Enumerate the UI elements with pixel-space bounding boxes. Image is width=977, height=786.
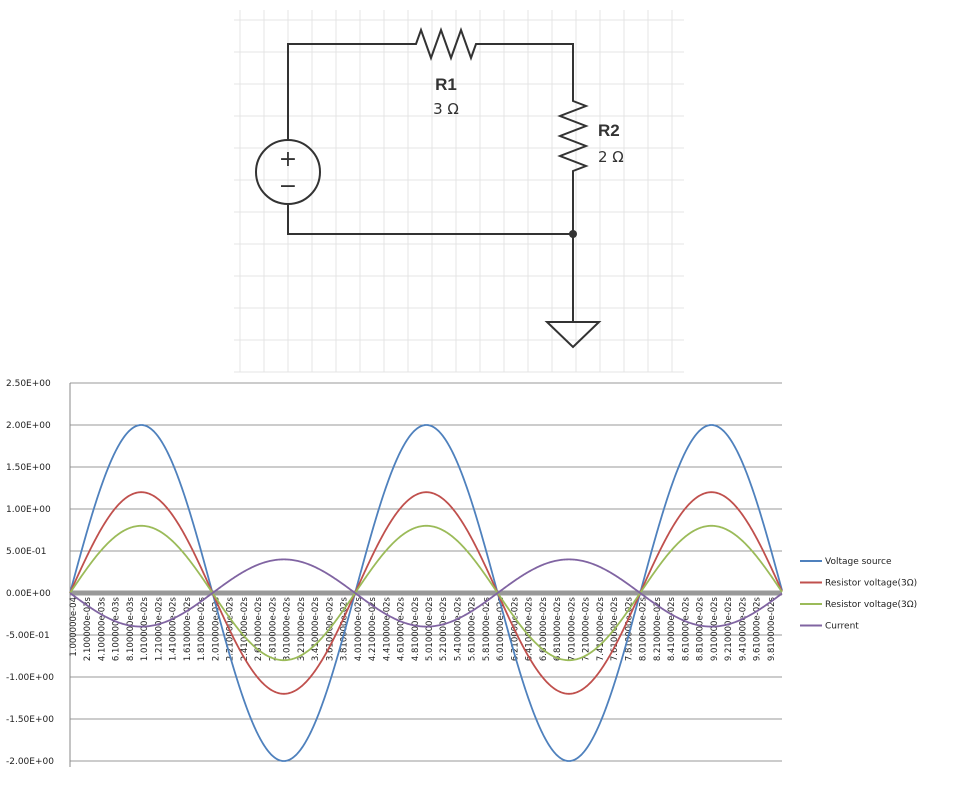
x-axis-tick-labels: 1.000000e-04 2.100000e-03s 4.100000e-03s 6.… bbox=[69, 596, 777, 661]
x-tick-label: 2.210000e-02s bbox=[226, 596, 236, 661]
y-tick-label: -5.00E-01 bbox=[6, 631, 50, 641]
x-tick-label: 6.410000e-02s bbox=[525, 596, 535, 661]
circuit-background-grid bbox=[234, 10, 684, 373]
x-tick-label: 1.210000e-02s bbox=[154, 596, 164, 661]
r2-label: R2 bbox=[598, 121, 620, 140]
x-tick-label: 6.610000e-02s bbox=[539, 596, 549, 661]
wire-bottom bbox=[287, 177, 574, 235]
y-gridlines bbox=[70, 382, 782, 762]
r1-label: R1 bbox=[435, 75, 457, 94]
x-tick-label: 5.610000e-02s bbox=[468, 596, 478, 661]
x-tick-label: 8.100000e-03s bbox=[126, 596, 136, 661]
r2-value: 2 Ω bbox=[598, 148, 624, 166]
y-tick-label: 1.00E+00 bbox=[6, 505, 51, 515]
y-tick-label: 2.50E+00 bbox=[6, 379, 51, 389]
x-tick-label: 9.810000e-02s bbox=[767, 596, 777, 661]
x-tick-label: 6.100000e-03s bbox=[112, 596, 122, 661]
x-tick-label: 4.010000e-02s bbox=[354, 596, 364, 661]
circuit-wires bbox=[255, 27, 602, 349]
x-tick-label: 3.210000e-02s bbox=[297, 596, 307, 661]
x-tick-label: 9.410000e-02s bbox=[738, 596, 748, 661]
x-tick-label: 4.610000e-02s bbox=[397, 596, 407, 661]
x-tick-label: 5.010000e-02s bbox=[425, 596, 435, 661]
x-tick-label: 7.210000e-02s bbox=[582, 596, 592, 661]
x-tick-label: 9.610000e-02s bbox=[753, 596, 763, 661]
x-tick-label: 1.810000e-02s bbox=[197, 596, 207, 661]
x-tick-label: 1.010000e-02s bbox=[140, 596, 150, 661]
x-tick-label: 4.100000e-03s bbox=[98, 596, 108, 661]
x-tick-label: 9.210000e-02s bbox=[724, 596, 734, 661]
x-tick-label: 4.410000e-02s bbox=[382, 596, 392, 661]
y-tick-label: 1.50E+00 bbox=[6, 463, 51, 473]
ground-icon bbox=[544, 321, 602, 349]
x-tick-label: 9.010000e-02s bbox=[710, 596, 720, 661]
r1-resistor bbox=[410, 27, 484, 61]
x-tick-label: 2.810000e-02s bbox=[268, 596, 278, 661]
x-tick-label: 5.810000e-02s bbox=[482, 596, 492, 661]
source-plus-sign: + bbox=[279, 147, 297, 172]
voltage-source-icon bbox=[255, 139, 321, 205]
x-tick-label: 1.000000e-04 bbox=[69, 597, 79, 657]
y-tick-label: 5.00E-01 bbox=[6, 547, 46, 557]
chart-legend: Voltage source Resistor voltage(3Ω) Resist… bbox=[800, 557, 917, 632]
x-tick-label: 7.410000e-02s bbox=[596, 596, 606, 661]
x-tick-label: 3.010000e-02s bbox=[283, 596, 293, 661]
legend-label: Current bbox=[825, 622, 859, 632]
y-tick-label: 2.00E+00 bbox=[6, 421, 51, 431]
x-tick-label: 8.410000e-02s bbox=[667, 596, 677, 661]
x-tick-label: 1.410000e-02s bbox=[169, 596, 179, 661]
wire-top-right bbox=[484, 43, 574, 95]
y-axis-tick-labels: 2.50E+00 2.00E+00 1.50E+00 1.00E+00 5.00E-01… bbox=[6, 379, 54, 767]
y-tick-label: -1.50E+00 bbox=[6, 715, 54, 725]
chart-series bbox=[69, 424, 783, 762]
x-tick-label: 8.810000e-02s bbox=[696, 596, 706, 661]
x-tick-label: 4.210000e-02s bbox=[368, 596, 378, 661]
y-tick-label: -2.00E+00 bbox=[6, 757, 54, 767]
x-tick-label: 8.610000e-02s bbox=[681, 596, 691, 661]
x-tick-label: 7.810000e-02s bbox=[624, 596, 634, 661]
x-tick-label: 4.810000e-02s bbox=[411, 596, 421, 661]
wire-top-left bbox=[287, 43, 410, 140]
y-tick-label: 0.00E+00 bbox=[6, 589, 51, 599]
junction-node bbox=[569, 230, 577, 238]
series-line-3 bbox=[69, 558, 783, 628]
x-tick-label: 3.410000e-02s bbox=[311, 596, 321, 661]
x-tick-label: 2.410000e-02s bbox=[240, 596, 250, 661]
x-tick-label: 5.210000e-02s bbox=[439, 596, 449, 661]
x-tick-label: 6.010000e-02s bbox=[496, 596, 506, 661]
series-line-1 bbox=[69, 491, 783, 695]
series-line-2 bbox=[69, 524, 783, 662]
x-tick-label: 6.210000e-02s bbox=[510, 596, 520, 661]
y-tick-label: -1.00E+00 bbox=[6, 673, 54, 683]
legend-label: Resistor voltage(3Ω) bbox=[825, 579, 917, 589]
x-tick-label: 2.610000e-02s bbox=[254, 596, 264, 661]
legend-label: Voltage source bbox=[825, 557, 892, 567]
legend-label: Resistor voltage(3Ω) bbox=[825, 600, 917, 610]
r1-value: 3 Ω bbox=[433, 100, 459, 118]
circuit-diagram: + − R1 3 Ω R2 2 Ω bbox=[234, 10, 684, 373]
x-tick-label: 5.410000e-02s bbox=[454, 596, 464, 661]
x-tick-label: 6.810000e-02s bbox=[553, 596, 563, 661]
r2-resistor bbox=[557, 95, 589, 177]
x-tick-label: 1.610000e-02s bbox=[183, 596, 193, 661]
x-tick-label: 2.010000e-02s bbox=[211, 596, 221, 661]
x-tick-label: 8.010000e-02s bbox=[639, 596, 649, 661]
x-tick-label: 7.010000e-02s bbox=[567, 596, 577, 661]
series-line-0 bbox=[69, 424, 783, 762]
source-minus-sign: − bbox=[279, 174, 297, 199]
x-tick-label: 2.100000e-03s bbox=[83, 596, 93, 661]
x-tick-label: 8.210000e-02s bbox=[653, 596, 663, 661]
